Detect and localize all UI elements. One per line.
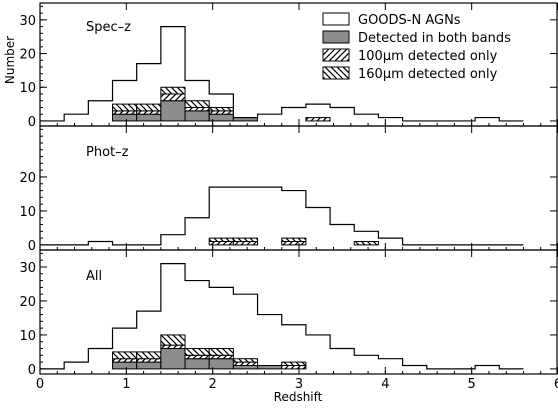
bar-160-m-detected-only-7 [208, 237, 234, 243]
panel-2: 0 10 20 30 All [19, 249, 558, 378]
bar-detected-in-both-bands-4 [136, 113, 162, 122]
y-tick-label: 10 [19, 205, 36, 220]
bar-160-m-detected-only-10 [281, 361, 307, 367]
bar-160-m-detected-only-3 [112, 103, 138, 112]
bar-160-m-detected-only-8 [232, 358, 259, 363]
bar-100-m-detected-only-6 [184, 106, 210, 112]
y-axis-label: Number [3, 36, 17, 84]
bar-detected-in-both-bands-4 [136, 361, 162, 370]
bar-100-m-detected-only-10 [281, 241, 307, 246]
goods-n-agn-outline [40, 186, 524, 246]
legend-label-0: GOODS-N AGNs [358, 13, 461, 28]
bar-detected-in-both-bands-3 [112, 113, 138, 122]
bar-100-m-detected-only-3 [112, 358, 138, 363]
bar-100-m-detected-only-7 [208, 354, 234, 360]
bar-detected-in-both-bands-5 [160, 348, 186, 370]
panel-label: Spec–z [86, 20, 131, 35]
bar-100-m-detected-only-8 [232, 241, 259, 246]
bar-100-m-detected-only-5 [160, 93, 186, 102]
y-tick-label: 0 [28, 115, 36, 130]
bar-100-m-detected-only-10 [281, 365, 307, 370]
legend-label-2: 100μm detected only [358, 49, 498, 64]
bar-100-m-detected-only-7 [208, 110, 234, 115]
y-tick-label: 0 [28, 363, 36, 378]
goods-n-agn-outline [40, 262, 524, 370]
legend-label-1: Detected in both bands [358, 31, 511, 46]
x-tick-label: 4 [381, 377, 389, 392]
bar-100-m-detected-only-8 [232, 361, 259, 367]
bar-160-m-detected-only-4 [136, 351, 162, 360]
panel-label: All [86, 269, 102, 284]
bar-160-m-detected-only-6 [184, 100, 210, 108]
bar-160-m-detected-only-7 [208, 348, 234, 356]
legend: GOODS-N AGNs Detected in both bands 100μm … [322, 12, 511, 82]
y-tick-label: 20 [19, 295, 36, 310]
panel-1: 0 10 20 Phot–z [19, 125, 558, 254]
goods-n-agn-outline [40, 25, 524, 122]
x-axis-label: Redshift [274, 390, 323, 404]
bar-160-m-detected-only-5 [160, 334, 186, 346]
legend-label-3: 160μm detected only [358, 67, 498, 82]
bar-160-m-detected-only-13 [353, 241, 379, 246]
bar-detected-in-both-bands-8 [232, 365, 259, 370]
x-tick-label: 0 [36, 377, 44, 392]
bar-detected-in-both-bands-6 [184, 110, 210, 122]
bar-detected-in-both-bands-6 [184, 358, 210, 370]
bar-100-m-detected-only-4 [136, 358, 162, 363]
y-tick-label: 30 [19, 261, 36, 276]
bar-100-m-detected-only-3 [112, 110, 138, 115]
bar-100-m-detected-only-5 [160, 344, 186, 350]
bar-160-m-detected-only-4 [136, 103, 162, 112]
y-tick-label: 0 [28, 239, 36, 254]
bar-160-m-detected-only-3 [112, 351, 138, 360]
x-tick-label: 6 [554, 377, 558, 392]
y-tick-label: 10 [19, 329, 36, 344]
y-tick-label: 10 [19, 81, 36, 96]
y-tick-label: 20 [19, 48, 36, 63]
bar-100-m-detected-only-4 [136, 110, 162, 115]
panel-label: Phot–z [86, 145, 129, 160]
bar-160-m-detected-only-7 [208, 106, 234, 112]
x-tick-label: 1 [122, 377, 130, 392]
legend-swatch-3 [322, 66, 350, 80]
legend-swatch-1 [322, 30, 350, 44]
x-tick-label: 2 [209, 377, 217, 392]
bar-detected-in-both-bands-3 [112, 361, 138, 370]
bar-160-m-detected-only-10 [281, 237, 307, 243]
legend-swatch-0 [322, 12, 350, 26]
bar-160-m-detected-only-5 [160, 86, 186, 95]
y-tick-label: 20 [19, 171, 36, 186]
panel-0: 0 10 20 30 Spec–z [19, 2, 558, 130]
bar-detected-in-both-bands-5 [160, 100, 186, 122]
bar-100-m-detected-only-6 [184, 354, 210, 360]
y-tick-label: 30 [19, 14, 36, 29]
bar-detected-in-both-bands-9 [257, 365, 283, 370]
bar-160-m-detected-only-6 [184, 348, 210, 356]
bar-160-m-detected-only-8 [232, 237, 259, 243]
legend-swatch-2 [322, 48, 350, 62]
bar-100-m-detected-only-11 [305, 117, 331, 122]
x-tick-label: 3 [295, 377, 303, 392]
x-tick-label: 5 [468, 377, 476, 392]
